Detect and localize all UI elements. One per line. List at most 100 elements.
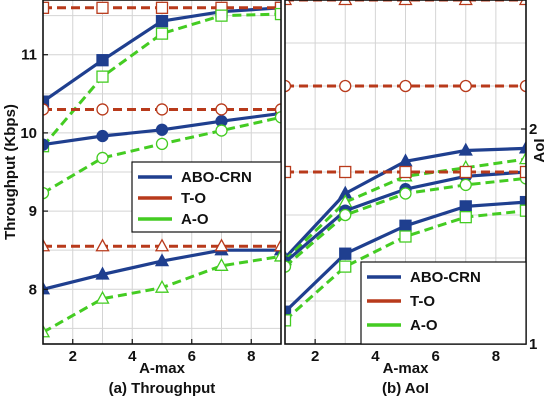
data-point-t-o [285,79,292,93]
data-point-t-o [274,1,281,14]
y-tick-label: 1 [529,336,537,353]
data-point-a-o [399,230,412,243]
data-point-a-o [339,208,352,222]
data-point-abo-crn [399,219,412,232]
data-point-t-o [459,79,472,93]
data-point-abo-crn [155,123,169,136]
y-tick-label: 10 [20,125,37,142]
data-point-t-o [214,238,229,252]
legend-label-abo-crn: ABO-CRN [410,269,481,286]
data-point-a-o [274,111,281,124]
series-group [43,1,281,338]
data-point-a-o [215,9,228,22]
data-point-t-o [518,0,526,6]
data-point-t-o [338,0,353,6]
panel-caption: (a) Throughput [109,380,216,397]
data-point-t-o [155,103,169,116]
data-point-t-o [95,238,110,252]
data-point-abo-crn [285,305,292,318]
panel-aoi: 2 4 6 8 1 2 A-max (b) AoI AoI ABO-CRN T-O A-O [284,0,548,397]
data-point-abo-crn [96,54,109,67]
data-point-a-o [285,260,292,273]
x-axis-label: A-max [139,360,186,377]
data-point-t-o [96,1,109,14]
x-tick-label: 6 [431,348,439,365]
data-point-t-o [519,79,526,93]
data-point-abo-crn [459,200,472,213]
data-point-abo-crn [96,129,109,143]
data-point-abo-crn [339,247,352,260]
panel-throughput: 2 4 6 8 8 9 10 11 A-max (a) Throughput Throughput … [2,0,282,397]
y-axis-label: Throughput (Kbps) [2,104,19,240]
x-tick-label: 2 [311,348,319,365]
data-point-abo-crn [43,281,51,295]
data-point-a-o [155,27,169,40]
y-tick-label: 8 [29,281,37,298]
data-point-t-o [43,103,50,116]
data-point-t-o [339,79,352,93]
legend-label-a-o: A-O [181,211,209,228]
data-point-a-o [339,260,352,273]
series-line-a-o-2 [43,12,281,148]
data-point-t-o [339,165,352,179]
data-point-t-o [43,1,50,14]
data-point-t-o [285,165,292,179]
data-point-t-o [273,238,281,252]
series-group [285,0,526,327]
data-point-a-o [459,178,472,192]
legend-label-a-o: A-O [410,317,438,334]
y-axis-label: AoI [531,138,548,162]
data-point-abo-crn [95,266,110,280]
data-point-t-o [459,165,472,179]
data-point-t-o [458,0,473,6]
y-tick-label: 2 [529,121,537,138]
legend-label-t-o: T-O [410,293,435,310]
x-tick-label: 4 [128,348,137,365]
data-point-a-o [285,314,292,327]
data-point-t-o [215,103,228,116]
data-point-t-o [96,103,109,116]
series-line-a-o-2 [285,157,526,262]
data-point-a-o [95,290,110,304]
data-point-a-o [518,151,526,165]
data-point-abo-crn [519,195,526,209]
data-point-abo-crn [518,140,526,154]
data-point-abo-crn [43,138,50,151]
data-point-abo-crn [155,14,169,28]
x-axis-label: A-max [383,360,430,377]
x-tick-label: 4 [371,348,380,365]
x-tick-label: 8 [247,348,255,365]
data-point-a-o [273,248,281,262]
data-point-a-o [154,279,170,293]
data-point-abo-crn [154,253,170,267]
panel-caption: (b) AoI [382,380,429,397]
data-point-t-o [399,165,412,179]
y-tick-label: 9 [29,203,37,220]
data-point-a-o [96,151,109,165]
data-point-t-o [285,0,293,6]
data-point-t-o [398,0,413,6]
data-point-a-o [96,70,109,83]
data-point-a-o [43,324,51,338]
data-point-abo-crn [43,95,50,108]
data-point-a-o [519,204,526,217]
data-point-a-o [399,187,412,200]
legend: ABO-CRN T-O A-O [360,261,527,345]
data-point-abo-crn [458,142,473,156]
data-point-a-o [274,7,281,21]
legend: ABO-CRN T-O A-O [131,161,282,233]
data-point-a-o [214,257,229,271]
data-point-a-o [459,210,472,224]
data-point-abo-crn [398,153,413,167]
legend-label-t-o: T-O [181,190,206,207]
data-point-t-o [399,79,412,93]
data-point-t-o [155,1,169,14]
data-point-t-o [154,238,170,252]
x-tick-label: 8 [492,348,500,365]
data-point-a-o [43,186,50,200]
x-tick-label: 6 [188,348,196,365]
data-point-t-o [43,238,51,252]
y-tick-label: 11 [21,47,37,64]
legend-label-abo-crn: ABO-CRN [181,169,252,186]
